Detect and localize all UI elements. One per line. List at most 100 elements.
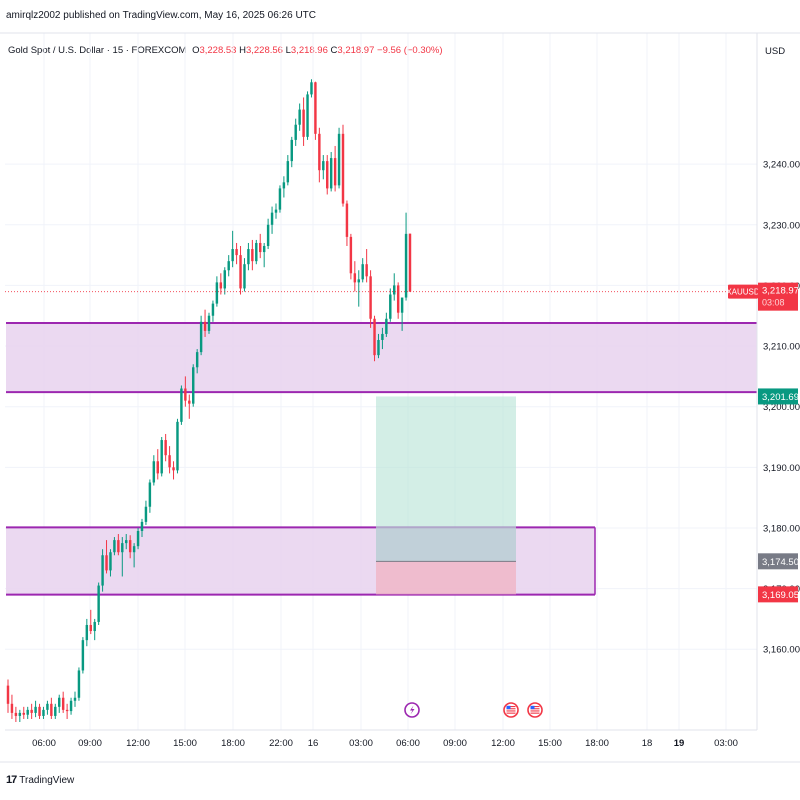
candle-body — [251, 249, 254, 262]
candle-body — [207, 315, 211, 331]
candle-body — [172, 467, 175, 471]
candle-body — [180, 388, 183, 422]
y-tick-label: 3,230.00 — [763, 220, 800, 231]
candle-body — [125, 540, 128, 544]
candle-body — [369, 276, 372, 319]
price-badge — [758, 553, 798, 570]
candle-body — [377, 339, 380, 356]
candle-body — [243, 264, 246, 289]
candles-layer — [6, 79, 412, 722]
candle-body — [215, 282, 219, 304]
candle-body — [34, 706, 37, 713]
current-price-badge — [758, 282, 798, 311]
candle-body — [152, 461, 156, 483]
candle-body — [188, 400, 191, 404]
x-tick-label: 12:00 — [491, 738, 515, 749]
price-badge-text: 3,201.69 — [762, 392, 799, 403]
candle-body — [361, 264, 364, 280]
candle-body — [195, 352, 199, 368]
candle-body — [211, 303, 215, 316]
price-badge-text: 3,169.05 — [762, 590, 799, 601]
us-flag-event-icon — [503, 702, 519, 718]
flag-stripe — [530, 710, 540, 712]
candle-body — [132, 546, 136, 553]
candle-body — [357, 279, 360, 283]
flag-canton — [530, 705, 535, 710]
candle-body — [314, 82, 317, 134]
open-key: O — [192, 45, 200, 56]
tradingview-brand: TradingView — [19, 774, 75, 786]
candle-body — [259, 242, 262, 253]
candle-body — [298, 109, 301, 125]
candle-body — [144, 506, 148, 522]
candle-body — [329, 158, 333, 189]
candle-body — [326, 161, 329, 189]
candle-body — [14, 712, 18, 716]
close-value: 3,218.97 — [337, 45, 375, 56]
currency-label[interactable]: USD — [765, 46, 786, 57]
candle-body — [266, 224, 270, 247]
candle-body — [164, 440, 167, 456]
flag-stripe — [506, 706, 516, 708]
candle-body — [69, 700, 73, 712]
flag-canton — [506, 705, 511, 710]
x-tick-label: 12:00 — [126, 738, 150, 749]
candle-body — [50, 703, 53, 716]
candle-body — [302, 109, 305, 137]
low-value: 3,218.96 — [290, 45, 328, 56]
x-tick-label: 18:00 — [585, 738, 609, 749]
candle-body — [286, 161, 290, 183]
flag-stripe — [530, 706, 540, 708]
candle-body — [310, 82, 313, 95]
x-tick-label: 19 — [674, 738, 685, 749]
candle-body — [294, 124, 297, 140]
x-tick-label: 03:00 — [714, 738, 738, 749]
candle-body — [192, 367, 195, 404]
upper-supply-zone — [6, 323, 757, 393]
candle-body — [73, 697, 77, 701]
candle-body — [318, 133, 321, 171]
price-badge-text: 3,174.50 — [762, 557, 799, 568]
flag-stripe — [530, 712, 540, 714]
candle-body — [101, 555, 104, 586]
flag-stripe — [506, 710, 516, 712]
candle-body — [393, 285, 396, 295]
candle-body — [404, 233, 408, 298]
candle-body — [231, 249, 234, 262]
tradingview-logo[interactable]: 17 TradingView — [6, 774, 74, 786]
x-tick-label: 09:00 — [443, 738, 467, 749]
y-tick-label: 3,240.00 — [763, 160, 800, 171]
position-tool — [376, 396, 516, 595]
candle-body — [247, 249, 250, 265]
candle-body — [81, 640, 85, 671]
candle-body — [270, 212, 274, 225]
publish-line: amirqlz2002 published on TradingView.com… — [6, 10, 316, 21]
candle-body — [18, 712, 22, 716]
symbol-tag-text: XAUUSD — [726, 288, 760, 297]
countdown-text: 03:08 — [762, 298, 785, 308]
candle-body — [160, 440, 163, 474]
candle-body — [93, 621, 96, 632]
candle-body — [26, 709, 29, 715]
y-tick-label: 3,210.00 — [763, 342, 800, 353]
x-tick-label: 18 — [642, 738, 653, 749]
candle-body — [365, 264, 368, 277]
candle-body — [77, 670, 81, 698]
candle-body — [396, 285, 400, 313]
candle-body — [322, 161, 325, 171]
candle-body — [121, 543, 124, 553]
candle-body — [109, 552, 112, 571]
symbol-description[interactable]: Gold Spot / U.S. Dollar · 15 · FOREXCOM — [8, 45, 187, 56]
open-value: 3,228.53 — [199, 45, 237, 56]
y-tick-label: 3,190.00 — [763, 463, 800, 474]
candle-body — [65, 709, 69, 712]
y-tick-label: 3,180.00 — [763, 523, 800, 534]
y-tick-label: 3,160.00 — [763, 645, 800, 656]
tradingview-mark-icon: 17 — [6, 774, 17, 786]
candle-body — [333, 158, 337, 186]
candle-body — [85, 624, 89, 641]
candle-body — [389, 294, 392, 319]
symbol-tag — [728, 284, 758, 299]
candle-body — [97, 585, 100, 622]
